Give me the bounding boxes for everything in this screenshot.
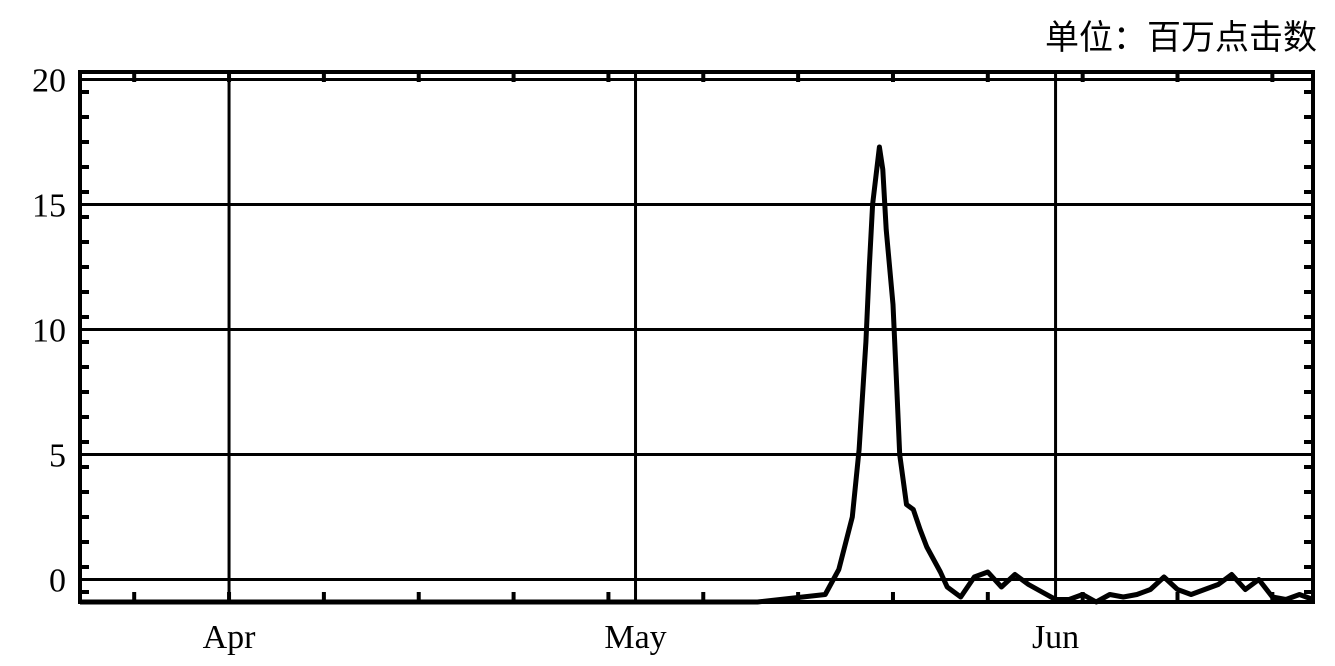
y-tick-label: 10 (32, 313, 66, 350)
y-tick-label: 0 (49, 563, 66, 600)
x-tick-label: Apr (203, 619, 257, 656)
x-tick-label: Jun (1032, 619, 1079, 656)
y-tick-label: 15 (32, 188, 66, 225)
plot-frame (78, 70, 1315, 604)
y-tick-label: 5 (49, 438, 66, 475)
x-tick-label: May (604, 619, 666, 656)
unit-label: 单位：百万点击数 (1045, 18, 1317, 58)
series-line (80, 144, 1314, 605)
y-tick-label: 20 (32, 63, 66, 100)
